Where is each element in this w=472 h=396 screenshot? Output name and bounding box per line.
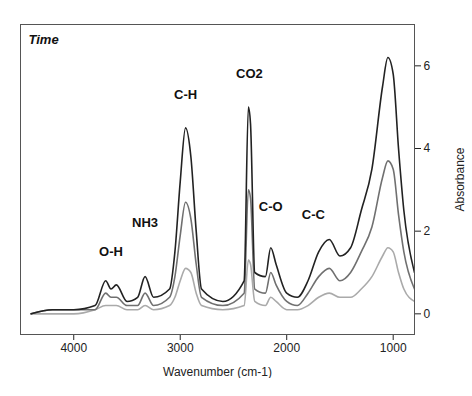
- svg-text:CO2: CO2: [236, 66, 263, 81]
- svg-text:C-O: C-O: [259, 199, 283, 214]
- svg-text:0: 0: [424, 307, 431, 321]
- svg-text:C-C: C-C: [302, 207, 326, 222]
- svg-text:2000: 2000: [273, 341, 300, 355]
- svg-text:Absorbance: Absorbance: [453, 147, 467, 211]
- svg-text:2: 2: [424, 224, 431, 238]
- svg-text:Wavenumber (cm-1): Wavenumber (cm-1): [163, 365, 272, 379]
- svg-text:Time: Time: [29, 32, 59, 47]
- svg-text:1000: 1000: [380, 341, 407, 355]
- svg-text:4000: 4000: [60, 341, 87, 355]
- svg-text:NH3: NH3: [132, 215, 158, 230]
- svg-text:6: 6: [424, 59, 431, 73]
- svg-text:3000: 3000: [167, 341, 194, 355]
- svg-text:C-H: C-H: [174, 87, 197, 102]
- svg-text:4: 4: [424, 141, 431, 155]
- svg-text:O-H: O-H: [99, 244, 123, 259]
